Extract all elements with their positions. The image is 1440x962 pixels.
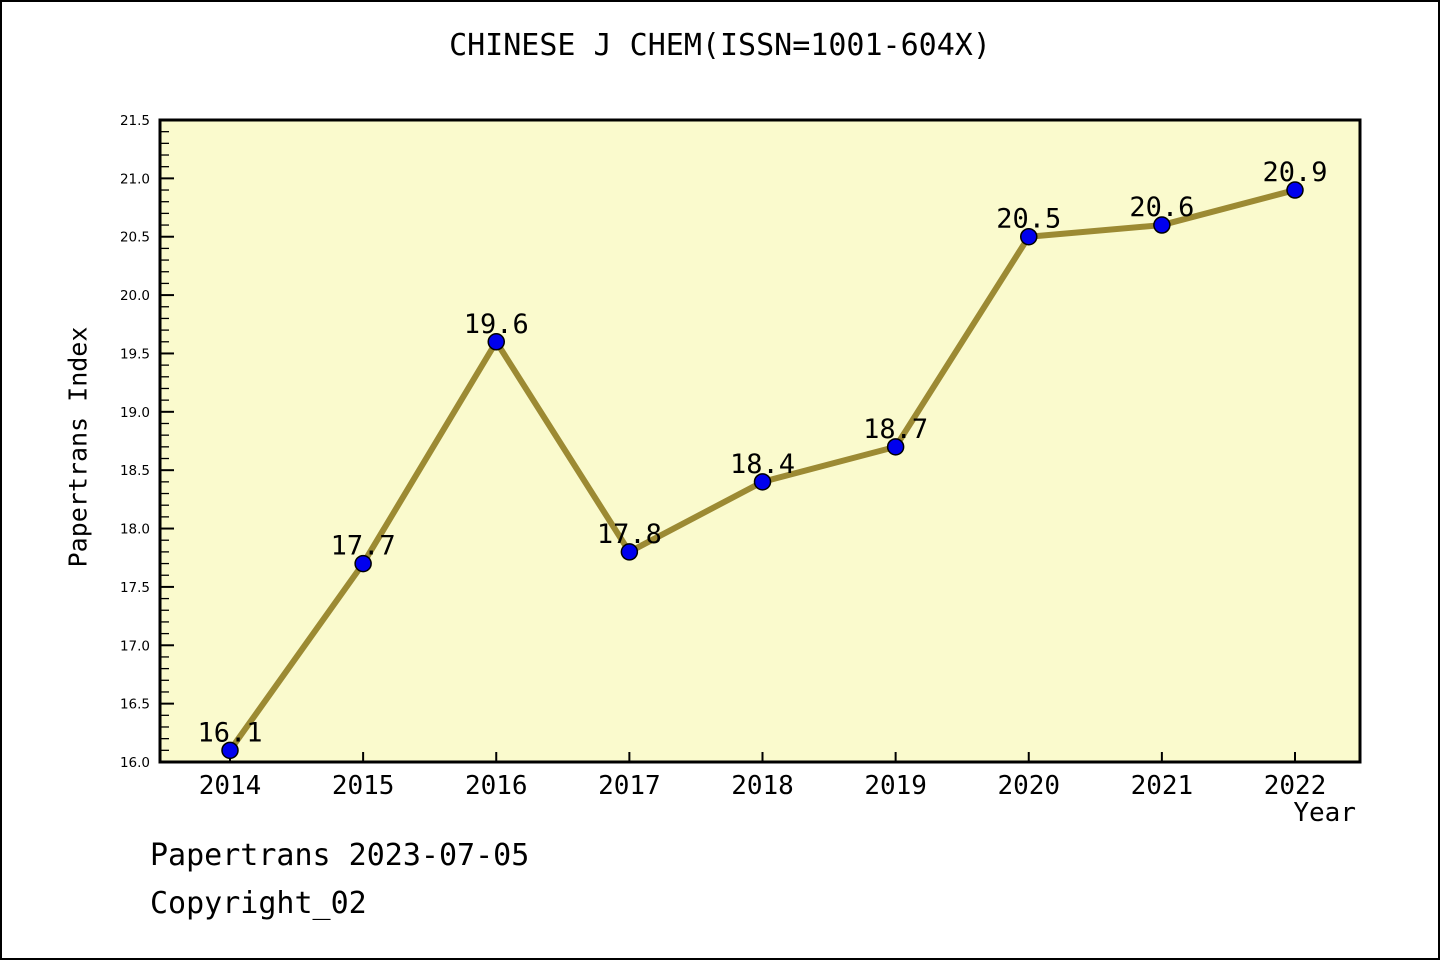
data-point: [1153, 216, 1171, 234]
point-label: 20.5: [996, 204, 1061, 235]
footer-date: Papertrans 2023-07-05: [150, 838, 530, 873]
footer-copyright: Copyright_02: [150, 886, 367, 921]
y-tick-label: 17.0: [120, 638, 150, 654]
data-point: [221, 741, 239, 760]
x-tick-label: 2019: [864, 771, 927, 801]
x-tick-label: 2020: [997, 771, 1060, 801]
point-label: 18.4: [730, 449, 795, 480]
x-tick-label: 2021: [1131, 771, 1194, 801]
point-label: 19.6: [464, 309, 529, 340]
x-tick-label: 2016: [465, 771, 528, 801]
y-tick-label: 18.5: [120, 463, 150, 479]
data-point: [753, 473, 772, 491]
chart-title: CHINESE J CHEM(ISSN=1001-604X): [449, 28, 991, 63]
x-tick-label: 2018: [731, 771, 794, 801]
y-tick-label: 21.5: [120, 113, 150, 129]
x-tick-label: 2015: [332, 771, 395, 801]
x-tick-label: 2014: [199, 771, 262, 801]
data-point: [487, 333, 505, 351]
y-tick-label: 19.5: [120, 346, 150, 362]
data-point: [1020, 227, 1038, 246]
data-point: [354, 554, 372, 573]
data-point: [1286, 181, 1304, 199]
point-label: 20.6: [1129, 192, 1194, 223]
y-tick-label: 20.5: [120, 230, 150, 246]
data-point: [886, 438, 905, 456]
y-tick-label: 19.0: [120, 405, 150, 421]
y-tick-label: 16.5: [120, 697, 150, 713]
y-tick-label: 17.5: [120, 580, 150, 596]
point-label: 17.7: [331, 531, 396, 562]
point-label: 17.8: [597, 519, 662, 550]
y-tick-label: 16.0: [120, 755, 150, 771]
point-label: 20.9: [1262, 157, 1327, 188]
x-axis-title: Year: [1293, 798, 1356, 828]
x-tick-label: 2017: [598, 771, 661, 801]
point-label: 16.1: [197, 717, 262, 748]
y-tick-label: 20.0: [120, 288, 150, 304]
point-label: 18.7: [863, 414, 928, 445]
y-tick-label: 18.0: [120, 522, 150, 538]
y-tick-label: 21.0: [120, 171, 150, 187]
data-point: [620, 543, 639, 561]
x-tick-label: 2022: [1264, 771, 1327, 801]
